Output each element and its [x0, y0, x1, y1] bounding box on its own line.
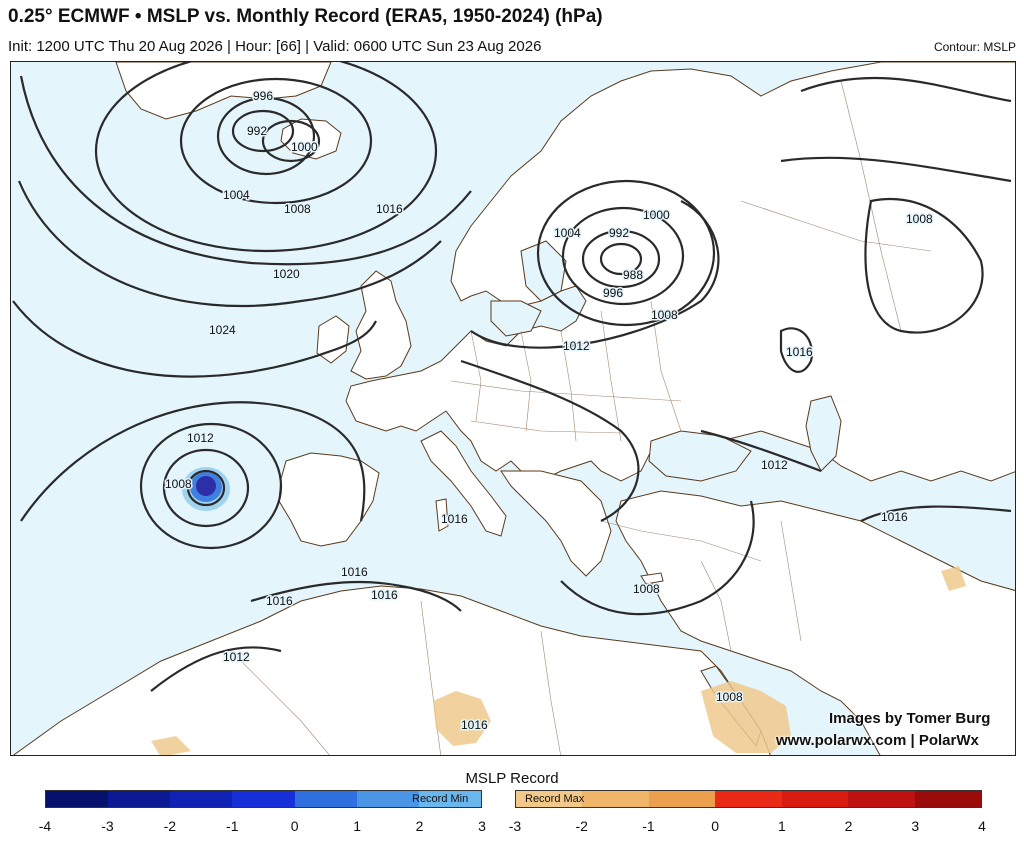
contour-label: 1016	[461, 718, 488, 732]
contour-label: 1024	[209, 323, 236, 337]
iberia	[278, 452, 380, 547]
colorbar-tick-label: 0	[290, 818, 299, 834]
cyprus	[640, 572, 664, 585]
colorbar-min-segment	[108, 791, 171, 807]
colorbar-tick-label: -3	[101, 818, 114, 834]
contour-label: 1012	[223, 650, 250, 664]
colorbar-max-segment	[648, 791, 716, 807]
colorbar-max-segment	[516, 791, 583, 807]
colorbar-record-min	[45, 790, 482, 808]
contour-label: 1016	[786, 345, 813, 359]
colorbar-tick-label: -2	[575, 818, 588, 834]
anatolia-middle-east	[615, 490, 1015, 755]
colorbar-max-segment	[848, 791, 915, 807]
contour-label: 1016	[266, 594, 293, 608]
colorbar-min-segment	[356, 791, 419, 807]
contour-label: 1012	[563, 339, 590, 353]
colorbar-tick-label: 1	[353, 818, 362, 834]
contour-label: 996	[253, 89, 273, 103]
colorbar-tick-label: 4	[978, 818, 986, 834]
gulf-of-bothnia	[520, 240, 567, 302]
colorbar-min-segment	[294, 791, 357, 807]
caspian-sea	[805, 395, 842, 472]
credit-website: www.polarwx.com | PolarWx	[776, 732, 979, 749]
colorbar-tick-label: -3	[508, 818, 522, 834]
colorbar-tick-label: 3	[911, 818, 920, 834]
great-britain	[350, 270, 412, 380]
contour-label: 1016	[371, 588, 398, 602]
contour-label: 1016	[376, 202, 403, 216]
balkans	[500, 470, 612, 577]
ireland	[316, 315, 350, 364]
contour-label: 1012	[187, 431, 214, 445]
land	[12, 62, 1015, 755]
baltic-sea	[490, 300, 542, 337]
contour-label: 1008	[716, 690, 743, 704]
contour-label: 1016	[441, 512, 468, 526]
colorbar-min-segment	[46, 791, 109, 807]
colorbar-tick-label: -1	[226, 818, 239, 834]
contour-label: 1008	[165, 477, 192, 491]
colorbar-max-segment	[781, 791, 849, 807]
mslp-contours	[12, 62, 1012, 692]
black-sea	[648, 430, 752, 482]
contour-labels: 996 992 1000 1004 1008 1016 1020 1024 10…	[164, 88, 935, 734]
colorbar-min-segment	[418, 791, 481, 807]
colorbar-tick-label: -4	[38, 818, 52, 834]
contour-label: 992	[609, 226, 629, 240]
colorbar-tick-label: 0	[711, 818, 720, 834]
contour-label: 992	[247, 124, 267, 138]
colorbar-max-segment	[715, 791, 782, 807]
greenland	[115, 62, 332, 120]
mslp-map: 996 992 1000 1004 1008 1016 1020 1024 10…	[11, 62, 1015, 755]
contour-label: 1004	[223, 188, 250, 202]
contour-label: 1016	[881, 510, 908, 524]
contour-label: 1000	[643, 208, 670, 222]
italy	[420, 430, 507, 537]
colorbar-tick-label: 2	[415, 818, 424, 834]
colorbar-max-segment	[914, 791, 981, 807]
contour-label: 1016	[341, 565, 368, 579]
map-panel: 996 992 1000 1004 1008 1016 1020 1024 10…	[10, 61, 1016, 756]
colorbar-max-label: Record Max	[525, 793, 585, 805]
colorbar-tick-label: 2	[844, 818, 853, 834]
contour-label: 1012	[761, 458, 788, 472]
credit-author: Images by Tomer Burg	[829, 710, 991, 727]
contour-label: 1008	[633, 582, 660, 596]
colorbar-record-max	[515, 790, 982, 808]
map-title: 0.25° ECMWF • MSLP vs. Monthly Record (E…	[8, 6, 603, 27]
colorbar-tick-label: -2	[163, 818, 177, 834]
contour-label: 1008	[906, 212, 933, 226]
contour-label: 1020	[273, 267, 300, 281]
contour-label: 1008	[284, 202, 311, 216]
colorbar-tick-label: -1	[642, 818, 655, 834]
contour-label: 996	[603, 286, 623, 300]
contour-label: 1004	[554, 226, 581, 240]
colorbar-title: MSLP Record	[465, 770, 559, 787]
sardinia	[435, 498, 449, 532]
contour-label: 1008	[651, 308, 678, 322]
contour-note: Contour: MSLP	[933, 40, 1016, 54]
colorbar-tick-label: 3	[478, 818, 486, 834]
colorbar-max-segment	[582, 791, 649, 807]
colorbar-min-label: Record Min	[412, 793, 469, 805]
contour-label: 988	[623, 268, 643, 282]
colorbar-tick-label: 1	[777, 818, 786, 834]
colorbar-min-segment	[232, 791, 295, 807]
record-max-shading	[151, 566, 966, 755]
colorbar-min-segment	[170, 791, 233, 807]
map-subtitle: Init: 1200 UTC Thu 20 Aug 2026 | Hour: […	[8, 38, 542, 55]
contour-label: 1000	[291, 140, 318, 154]
